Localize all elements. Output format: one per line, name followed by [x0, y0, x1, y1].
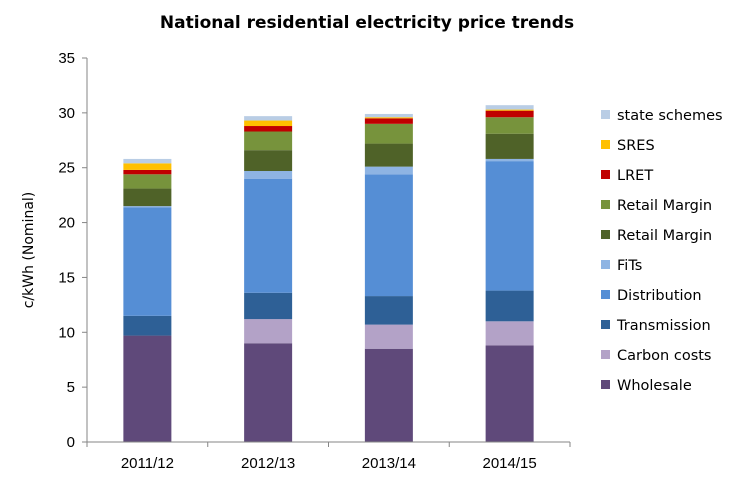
legend-label: Retail Margin	[617, 228, 712, 244]
legend-label: Wholesale	[617, 378, 692, 394]
bar-segment-distribution-3	[364, 174, 413, 297]
bar-segment-state-schemes-9	[244, 116, 293, 121]
legend-label: Carbon costs	[617, 348, 711, 364]
bar-segment-wholesale-0	[485, 345, 534, 442]
bar-segment-distribution-3	[244, 178, 293, 293]
bar-segment-retail-margin-5	[364, 143, 413, 167]
legend: state schemes SRES LRET Retail Margin Retail…	[601, 108, 723, 394]
y-tick-label: 5	[67, 379, 75, 396]
legend-label: Distribution	[617, 288, 702, 304]
bar-segment-wholesale-0	[244, 343, 293, 442]
bar-segment-fits-4	[244, 171, 293, 179]
bar-segment-carbon-costs-1	[485, 321, 534, 346]
legend-swatch	[601, 170, 610, 179]
chart-title: National residential electricity price t…	[160, 13, 574, 33]
legend-label: FiTs	[617, 258, 642, 274]
bar-segment-lret-7	[364, 118, 413, 124]
bar-segment-state-schemes-9	[123, 158, 172, 164]
y-tick-label: 35	[58, 50, 75, 67]
legend-swatch	[601, 230, 610, 239]
legend-swatch	[601, 290, 610, 299]
bar-segment-distribution-3	[123, 207, 172, 316]
x-tick-label: 2013/14	[362, 455, 416, 472]
y-tick-label: 15	[58, 269, 75, 286]
bar-segment-fits-4	[364, 166, 413, 175]
legend-label: state schemes	[617, 108, 723, 124]
legend-label: Transmission	[616, 318, 711, 334]
bar-segment-lret-7	[244, 126, 293, 132]
bar-segment-sres-8	[485, 109, 534, 111]
bar-segment-distribution-3	[485, 161, 534, 291]
bar-segment-sres-8	[244, 120, 293, 127]
y-tick-label: 30	[58, 105, 75, 122]
legend-swatch	[601, 380, 610, 389]
bar-segment-retail-margin-6	[244, 131, 293, 151]
axes: 0 5 10 15 20 25 30 35 2011/12 2012/13 2013/14 2014/…	[58, 50, 571, 472]
y-axis-label-group: c/kWh (Nominal)	[21, 192, 37, 309]
x-tick-label: 2012/13	[241, 455, 295, 472]
bar-segment-retail-margin-5	[244, 150, 293, 172]
legend-label: Retail Margin	[617, 198, 712, 214]
legend-swatch	[601, 140, 610, 149]
bar-segment-sres-8	[364, 117, 413, 119]
y-tick-label: 25	[58, 160, 75, 177]
bar-segment-carbon-costs-1	[364, 324, 413, 349]
y-tick-label: 10	[58, 324, 75, 341]
bar-segment-transmission-2	[244, 292, 293, 320]
bar-segment-retail-margin-6	[123, 174, 172, 189]
bar-segment-retail-margin-5	[485, 133, 534, 159]
legend-label: LRET	[617, 168, 653, 184]
bar-segment-state-schemes-9	[485, 105, 534, 110]
legend-swatch	[601, 320, 610, 329]
legend-label: SRES	[617, 138, 655, 154]
bar-segment-transmission-2	[485, 290, 534, 322]
legend-swatch	[601, 110, 610, 119]
bar-segment-carbon-costs-1	[244, 319, 293, 344]
bar-segment-sres-8	[123, 163, 172, 170]
bar-segment-wholesale-0	[123, 335, 172, 442]
y-axis-label: c/kWh (Nominal)	[21, 192, 37, 309]
legend-swatch	[601, 200, 610, 209]
bar-segment-fits-4	[123, 206, 172, 208]
x-tick-label: 2011/12	[121, 455, 174, 472]
bars	[123, 105, 534, 442]
legend-swatch	[601, 350, 610, 359]
y-tick-label: 0	[67, 434, 75, 451]
legend-swatch	[601, 260, 610, 269]
bar-segment-wholesale-0	[364, 348, 413, 442]
y-tick-label: 20	[58, 215, 75, 232]
x-tick-label: 2014/15	[483, 455, 537, 472]
bar-segment-retail-margin-6	[485, 117, 534, 134]
bar-segment-transmission-2	[364, 296, 413, 325]
bar-segment-transmission-2	[123, 315, 172, 336]
bar-segment-lret-7	[485, 110, 534, 118]
bar-segment-state-schemes-9	[364, 113, 413, 118]
bar-segment-lret-7	[123, 169, 172, 175]
bar-segment-retail-margin-5	[123, 188, 172, 207]
bar-segment-fits-4	[485, 158, 534, 162]
bar-segment-retail-margin-6	[364, 123, 413, 144]
